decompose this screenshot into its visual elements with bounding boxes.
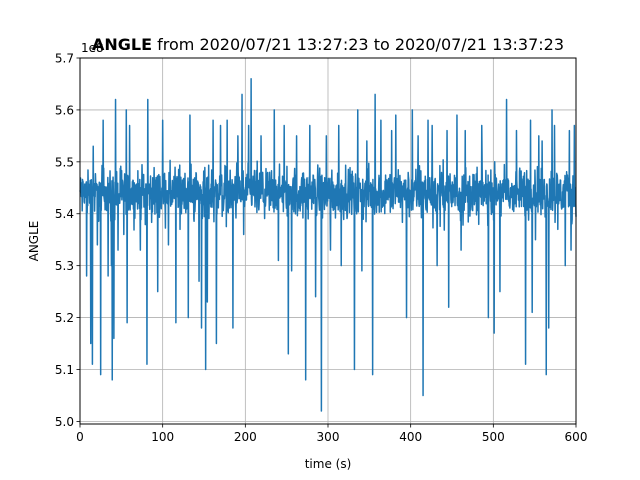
y-axis-ticks: 5.0 5.1 5.2 5.3 5.4 5.5 5.6 5.7 (55, 52, 80, 429)
x-tick-label: 100 (151, 430, 174, 444)
y-tick-label: 5.0 (55, 415, 74, 429)
chart-title: ANGLE from 2020/07/21 13:27:23 to 2020/0… (92, 35, 564, 54)
y-offset-label: 1e8 (81, 41, 104, 55)
plot-area (79, 78, 577, 412)
y-tick-label: 5.1 (55, 363, 74, 377)
x-tick-label: 0 (76, 430, 84, 444)
y-tick-label: 5.4 (55, 207, 74, 221)
y-tick-label: 5.6 (55, 103, 74, 117)
chart-title-rest: from 2020/07/21 13:27:23 to 2020/07/21 1… (152, 35, 564, 54)
x-tick-label: 200 (234, 430, 257, 444)
x-tick-label: 400 (399, 430, 422, 444)
chart-title-bold: ANGLE (92, 35, 152, 54)
x-tick-label: 600 (565, 430, 588, 444)
x-tick-label: 500 (482, 430, 505, 444)
series-line (79, 78, 577, 412)
x-tick-label: 300 (317, 430, 340, 444)
x-axis-label: time (s) (305, 457, 352, 471)
y-tick-label: 5.7 (55, 52, 74, 66)
y-axis-label: ANGLE (27, 221, 41, 262)
x-axis-ticks: 0 100 200 300 400 500 600 (76, 424, 587, 444)
y-tick-label: 5.5 (55, 155, 74, 169)
y-tick-label: 5.2 (55, 311, 74, 325)
y-tick-label: 5.3 (55, 259, 74, 273)
